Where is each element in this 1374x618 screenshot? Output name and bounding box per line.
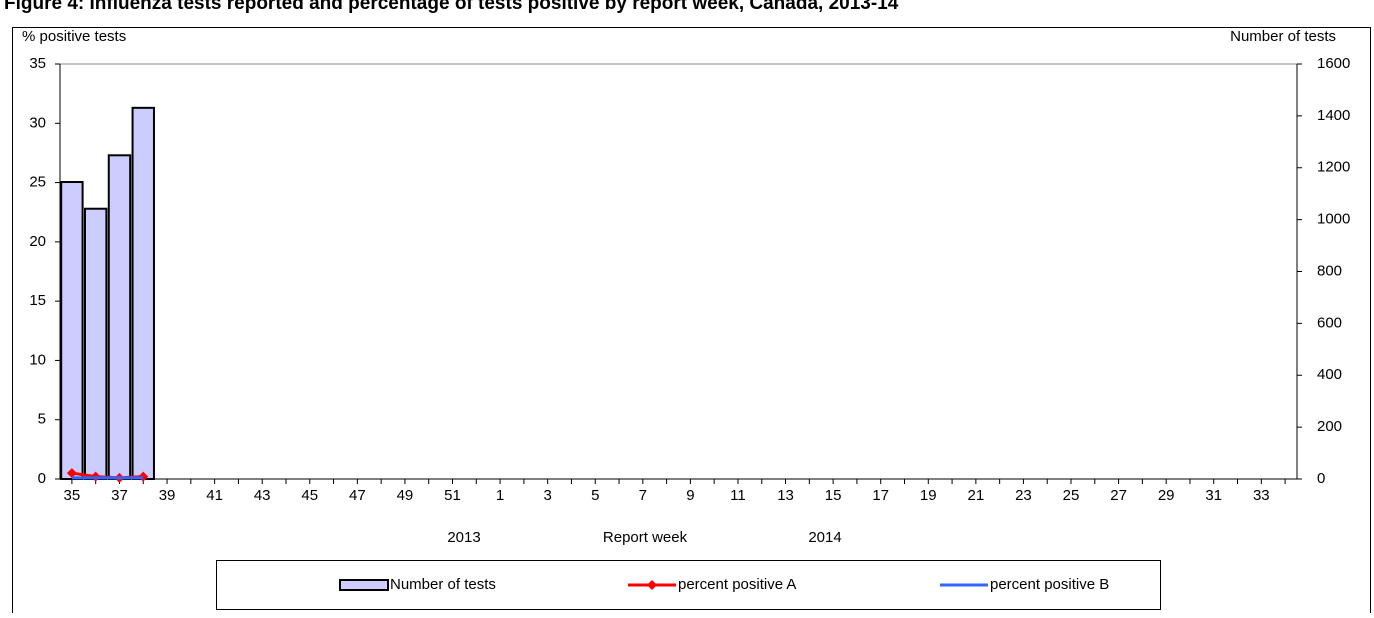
x-tick-label: 27 <box>1110 487 1127 504</box>
x-tick-label: 11 <box>730 487 746 504</box>
x-tick-label: 33 <box>1253 487 1270 504</box>
x-tick-label: 41 <box>206 487 223 504</box>
y2-tick-label: 1400 <box>1317 107 1350 124</box>
legend-label: percent positive A <box>678 576 796 593</box>
marker <box>66 468 77 479</box>
x-tick-label: 45 <box>301 487 318 504</box>
y-tick-label: 5 <box>38 411 46 428</box>
legend-swatch <box>339 579 389 591</box>
bar <box>60 181 84 480</box>
x-tick-label: 47 <box>349 487 366 504</box>
y2-tick-label: 200 <box>1317 418 1342 435</box>
y2-tick-label: 800 <box>1317 262 1342 279</box>
annotation: 2014 <box>808 529 841 546</box>
x-tick-label: 35 <box>64 487 81 504</box>
annotation: 2013 <box>447 529 480 546</box>
x-tick-label: 39 <box>159 487 176 504</box>
x-tick-label: 23 <box>1015 487 1032 504</box>
legend-label: percent positive B <box>990 576 1109 593</box>
y2-tick-label: 1600 <box>1317 55 1350 72</box>
x-tick-label: 9 <box>686 487 694 504</box>
x-tick-label: 5 <box>591 487 599 504</box>
x-tick-label: 49 <box>397 487 414 504</box>
y2-axis-label: Number of tests <box>1230 28 1336 45</box>
y2-tick-label: 600 <box>1317 314 1342 331</box>
x-axis-label: Report week <box>603 529 688 546</box>
legend-marker <box>647 580 657 590</box>
x-tick-label: 15 <box>825 487 842 504</box>
bar <box>107 154 132 481</box>
x-tick-label: 1 <box>496 487 504 504</box>
y2-tick-label: 1000 <box>1317 211 1350 228</box>
y-tick-label: 35 <box>29 55 46 72</box>
y2-tick-label: 0 <box>1317 470 1325 487</box>
chart-title: Figure 4: Influenza tests reported and p… <box>4 0 899 14</box>
x-tick-label: 21 <box>968 487 985 504</box>
y-tick-label: 10 <box>29 351 46 368</box>
y2-tick-label: 1200 <box>1317 159 1350 176</box>
x-tick-label: 17 <box>872 487 889 504</box>
x-tick-label: 3 <box>543 487 551 504</box>
x-tick-label: 19 <box>920 487 937 504</box>
y-tick-label: 0 <box>38 470 46 487</box>
bar <box>83 207 108 480</box>
y2-tick-label: 400 <box>1317 366 1342 383</box>
x-tick-label: 51 <box>444 487 461 504</box>
x-tick-label: 31 <box>1205 487 1222 504</box>
y-tick-label: 30 <box>29 114 46 131</box>
x-tick-label: 7 <box>639 487 647 504</box>
y-axis-label: % positive tests <box>22 28 126 45</box>
x-tick-label: 43 <box>254 487 271 504</box>
chart-frame <box>12 27 1371 618</box>
x-tick-label: 25 <box>1063 487 1080 504</box>
legend-label: Number of tests <box>390 576 496 593</box>
x-tick-label: 13 <box>777 487 794 504</box>
x-tick-label: 29 <box>1158 487 1175 504</box>
y-tick-label: 15 <box>29 292 46 309</box>
x-tick-label: 37 <box>111 487 128 504</box>
y-tick-label: 20 <box>29 233 46 250</box>
y-tick-label: 25 <box>29 174 46 191</box>
bar <box>131 106 155 480</box>
